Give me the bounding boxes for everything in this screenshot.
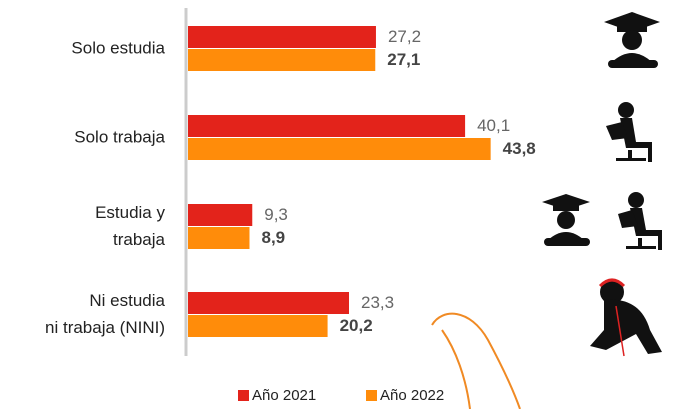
legend-label: Año 2022 xyxy=(380,387,444,404)
graduate-icon xyxy=(604,12,660,68)
nini-icon xyxy=(590,278,662,357)
bar xyxy=(188,204,253,226)
bar xyxy=(188,227,250,249)
value-label: 9,3 xyxy=(264,205,288,224)
category-label: Ni estudia xyxy=(89,291,165,310)
bar xyxy=(188,292,350,314)
legend-swatch xyxy=(366,390,377,401)
decorative-curve xyxy=(441,329,471,409)
bar xyxy=(188,26,376,48)
value-label: 23,3 xyxy=(361,293,394,312)
bar xyxy=(188,49,376,71)
bar xyxy=(188,115,466,137)
value-label: 40,1 xyxy=(477,116,510,135)
worker-icon xyxy=(606,102,652,162)
value-label: 20,2 xyxy=(340,316,373,335)
value-label: 27,1 xyxy=(387,50,420,69)
bar xyxy=(188,138,491,160)
category-label: ni trabaja (NINI) xyxy=(45,318,165,337)
worker-icon xyxy=(618,192,662,250)
bar xyxy=(188,315,328,337)
value-label: 8,9 xyxy=(261,228,285,247)
category-label: Solo trabaja xyxy=(74,127,165,146)
decorative-curve xyxy=(431,312,521,409)
legend-swatch xyxy=(238,390,249,401)
legend-label: Año 2021 xyxy=(252,387,316,404)
graduate-icon xyxy=(542,194,590,246)
category-label: Estudia y xyxy=(95,203,165,222)
value-label: 27,2 xyxy=(388,27,421,46)
icons xyxy=(542,12,662,357)
category-label: Solo estudia xyxy=(71,38,165,57)
category-label: trabaja xyxy=(113,230,166,249)
value-label: 43,8 xyxy=(503,139,536,158)
